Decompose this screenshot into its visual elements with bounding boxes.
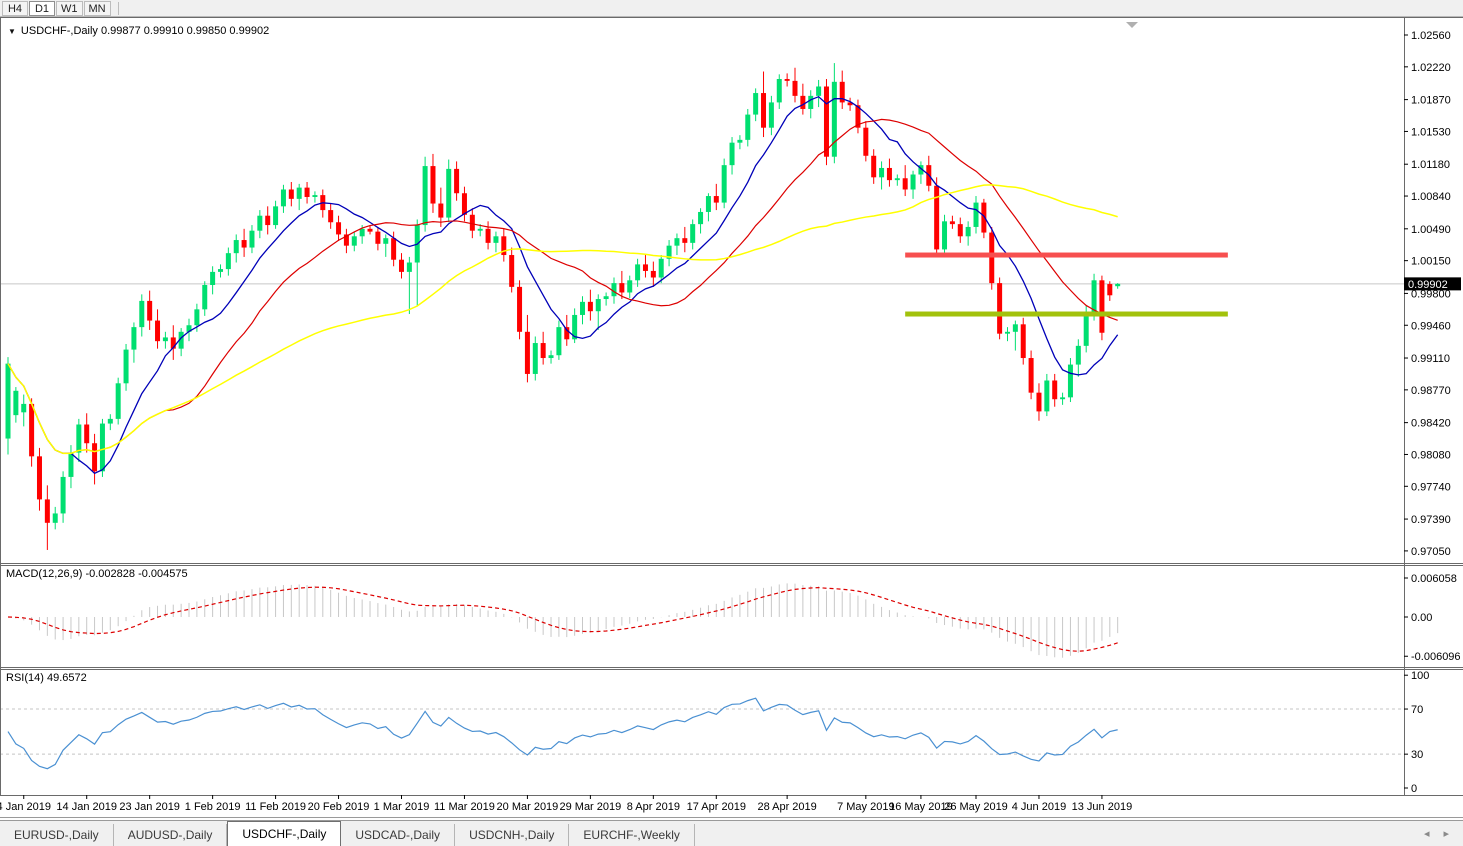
svg-text:100: 100 (1411, 670, 1429, 682)
svg-text:0.97390: 0.97390 (1411, 514, 1451, 526)
svg-text:-0.006096: -0.006096 (1411, 651, 1461, 663)
macd-indicator-label: MACD(12,26,9) -0.002828 -0.004575 (6, 568, 188, 580)
svg-text:1.01870: 1.01870 (1411, 95, 1451, 107)
svg-text:1 Feb 2019: 1 Feb 2019 (185, 801, 241, 813)
chart-tab-bar: EURUSD-,Daily AUDUSD-,Daily USDCHF-,Daily U… (0, 820, 1463, 846)
svg-text:20 Feb 2019: 20 Feb 2019 (308, 801, 370, 813)
svg-text:1.02560: 1.02560 (1411, 30, 1451, 42)
svg-text:0.00: 0.00 (1411, 612, 1432, 624)
svg-text:28 Apr 2019: 28 Apr 2019 (757, 801, 816, 813)
svg-text:29 Mar 2019: 29 Mar 2019 (559, 801, 621, 813)
svg-text:4 Jun 2019: 4 Jun 2019 (1012, 801, 1066, 813)
svg-text:0.006058: 0.006058 (1411, 573, 1457, 585)
timeframe-toolbar: H4 D1 W1 MN (0, 0, 1463, 17)
svg-text:1 Mar 2019: 1 Mar 2019 (374, 801, 430, 813)
svg-text:26 May 2019: 26 May 2019 (944, 801, 1008, 813)
svg-text:1.01530: 1.01530 (1411, 126, 1451, 138)
svg-text:0.99110: 0.99110 (1411, 353, 1450, 365)
chart-dropdown-arrow-icon[interactable]: ▼ (8, 26, 16, 36)
chart-tab-usdchf-daily[interactable]: USDCHF-,Daily (227, 821, 342, 846)
svg-text:1.02220: 1.02220 (1411, 62, 1451, 74)
timeframe-button-d1[interactable]: D1 (29, 0, 55, 16)
svg-text:8 Apr 2019: 8 Apr 2019 (627, 801, 680, 813)
svg-text:14 Jan 2019: 14 Jan 2019 (56, 801, 117, 813)
svg-text:0.97050: 0.97050 (1411, 546, 1451, 558)
svg-text:0.99800: 0.99800 (1411, 288, 1451, 300)
svg-text:0.97740: 0.97740 (1411, 481, 1451, 493)
svg-text:23 Jan 2019: 23 Jan 2019 (119, 801, 180, 813)
svg-text:0.99902: 0.99902 (1408, 279, 1448, 291)
svg-text:70: 70 (1411, 704, 1423, 716)
svg-text:13 Jun 2019: 13 Jun 2019 (1072, 801, 1133, 813)
tab-scroll-left-icon[interactable]: ◂ (1423, 828, 1430, 840)
svg-text:11 Feb 2019: 11 Feb 2019 (245, 801, 306, 813)
svg-text:16 May 2019: 16 May 2019 (889, 801, 953, 813)
svg-text:1.00150: 1.00150 (1411, 256, 1451, 268)
chart-tab-usdcnh-daily[interactable]: USDCNH-,Daily (455, 824, 570, 846)
rsi-indicator-label: RSI(14) 49.6572 (6, 672, 87, 684)
chart-title-text: USDCHF-,Daily 0.99877 0.99910 0.99850 0.… (20, 25, 270, 37)
svg-text:1.01180: 1.01180 (1411, 159, 1450, 171)
svg-text:0.98080: 0.98080 (1411, 449, 1451, 461)
tab-scroll-arrows: ◂ ▸ (1424, 827, 1449, 840)
svg-text:4 Jan 2019: 4 Jan 2019 (0, 801, 51, 813)
svg-text:17 Apr 2019: 17 Apr 2019 (687, 801, 746, 813)
tab-scroll-right-icon[interactable]: ▸ (1443, 828, 1449, 840)
svg-text:7 May 2019: 7 May 2019 (837, 801, 894, 813)
chart-tab-eurchf-weekly[interactable]: EURCHF-,Weekly (569, 824, 695, 846)
svg-text:20 Mar 2019: 20 Mar 2019 (497, 801, 559, 813)
chart-tab-audusd-daily[interactable]: AUDUSD-,Daily (114, 824, 228, 846)
svg-text:0.98770: 0.98770 (1411, 385, 1451, 397)
svg-text:0.99460: 0.99460 (1411, 320, 1451, 332)
chart-title: ▼ USDCHF-,Daily 0.99877 0.99910 0.99850 … (8, 25, 269, 37)
svg-text:1.00490: 1.00490 (1411, 224, 1451, 236)
price-chart-canvas[interactable]: 1.02560 1.02220 1.01870 1.01530 1.01180 1.008… (0, 17, 1463, 820)
timeframe-button-h4[interactable]: H4 (2, 0, 28, 16)
toolbar-separator (117, 1, 119, 15)
svg-text:0: 0 (1411, 783, 1417, 795)
chart-tab-usdcad-daily[interactable]: USDCAD-,Daily (341, 824, 456, 846)
timeframe-button-mn[interactable]: MN (83, 0, 111, 16)
svg-text:0.98420: 0.98420 (1411, 418, 1451, 430)
svg-text:1.00840: 1.00840 (1411, 191, 1451, 203)
timeframe-button-w1[interactable]: W1 (56, 0, 83, 16)
svg-text:30: 30 (1411, 749, 1423, 761)
svg-text:11 Mar 2019: 11 Mar 2019 (434, 801, 495, 813)
chart-tab-eurusd-daily[interactable]: EURUSD-,Daily (0, 824, 114, 846)
